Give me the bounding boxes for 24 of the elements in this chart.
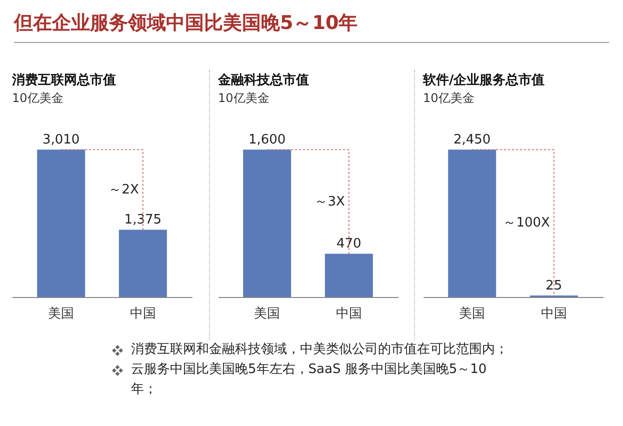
chart-subtitle: 10亿美金 xyxy=(218,91,270,105)
annotation: ～100X xyxy=(503,216,550,231)
chart-title: 消费互联网总市值 xyxy=(11,72,116,88)
text: 云服务中国比美国晚5年左右，SaaS 服务中国比美国晚5～10年； xyxy=(131,361,488,399)
annotation: ～2X xyxy=(108,182,139,198)
chart-subtitle: 10亿美金 xyxy=(423,91,474,105)
chart-subtitle: 10亿美金 xyxy=(12,91,64,105)
x-tick-label: 中国 xyxy=(540,306,567,322)
data-label: 470 xyxy=(336,236,362,252)
x-tick-label: 中国 xyxy=(336,306,362,322)
x-tick-label: 美国 xyxy=(254,306,280,322)
chart-title: 软件/企业服务总市值 xyxy=(422,72,545,88)
x-tick-label: 美国 xyxy=(48,306,74,322)
annotation: ～3X xyxy=(314,194,345,210)
data-label: 3,010 xyxy=(42,132,80,148)
chart-title: 金融科技总市值 xyxy=(217,72,309,88)
x-tick-label: 美国 xyxy=(459,306,486,322)
text: 消费互联网和金融科技领域，中美类似公司的市值在可比范围内； xyxy=(131,341,508,359)
data-label: 2,450 xyxy=(453,132,491,148)
data-label: 1,375 xyxy=(124,212,162,228)
x-tick-label: 中国 xyxy=(130,306,156,322)
data-label: 1,600 xyxy=(248,132,286,148)
data-label: 25 xyxy=(546,278,562,294)
text: 但在企业服务领域中国比美国晚5～10年 xyxy=(14,10,609,43)
